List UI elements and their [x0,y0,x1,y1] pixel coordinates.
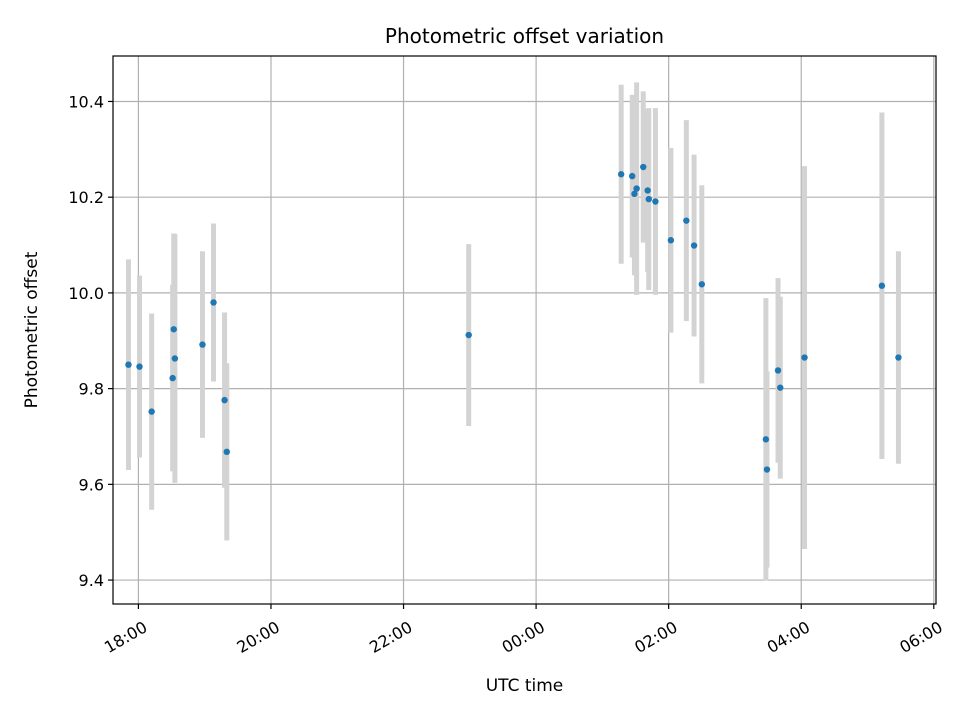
y-tick-label: 9.8 [79,380,104,399]
data-point [652,198,659,205]
data-point [633,185,640,192]
data-point [465,331,472,339]
plot-area-frame [112,55,937,605]
y-tick-label: 10.4 [68,92,104,111]
data-point [683,217,690,224]
data-point [801,354,808,361]
data-point [698,281,706,288]
x-axis-title: UTC time [486,676,564,696]
y-tick-label: 10.0 [68,284,104,303]
data-points [125,163,902,473]
chart-title: Photometric offset variation [385,24,664,48]
data-point [210,299,217,306]
data-point [136,363,143,370]
data-point [148,408,155,415]
data-point [640,163,647,171]
data-point [895,354,902,361]
y-axis-title: Photometric offset [22,251,42,408]
data-point [774,367,782,374]
data-point [777,384,784,391]
data-point [763,466,771,473]
y-tick-label: 9.4 [79,571,104,590]
data-point [170,326,177,333]
data-point [878,282,886,289]
data-point [617,171,625,178]
data-point [762,436,770,443]
data-point [199,341,206,348]
data-point [629,172,636,180]
data-point [171,355,179,362]
data-point [631,190,638,198]
data-point [644,187,651,194]
y-axis-ticks: 9.4 9.6 9.8 10.0 10.2 10.4 [68,92,113,590]
y-tick-label: 10.2 [68,188,104,207]
y-tick-label: 9.6 [79,475,104,494]
data-point [645,195,652,203]
data-point [223,448,230,456]
data-point [221,396,228,404]
data-point [125,361,132,368]
data-point [667,237,675,244]
data-point [690,242,698,249]
data-point [169,374,176,382]
